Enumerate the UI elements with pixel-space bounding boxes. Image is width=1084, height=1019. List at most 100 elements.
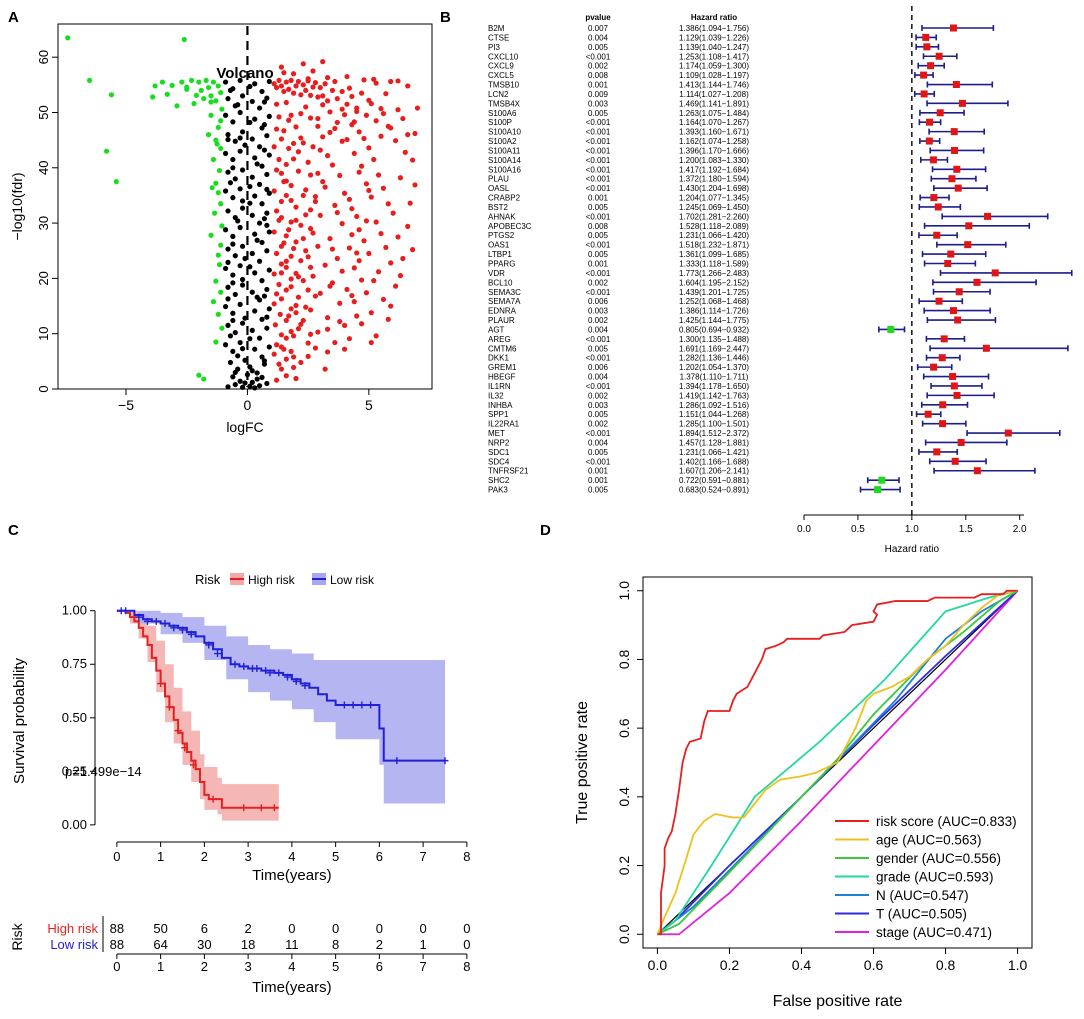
forest-gene: CTSE bbox=[488, 33, 509, 42]
volcano-point-down bbox=[196, 372, 202, 378]
volcano-point-up bbox=[327, 235, 333, 242]
volcano-point-ns bbox=[261, 293, 268, 299]
volcano-point-up bbox=[412, 130, 418, 137]
forest-pvalue: 0.003 bbox=[588, 307, 609, 316]
risk-table-cell: 2 bbox=[376, 937, 383, 952]
volcano-point-up bbox=[288, 284, 294, 290]
forest-plot: pvalue Hazard ratio B2M 0.007 1.386(1.094−1.… bbox=[488, 6, 1073, 555]
volcano-point-up bbox=[286, 145, 292, 152]
volcano-point-up bbox=[405, 223, 411, 230]
forest-hr-text: 1.528(1.118−2.089) bbox=[679, 222, 749, 231]
volcano-point-down bbox=[213, 339, 219, 345]
forest-xtick-label: 1.5 bbox=[959, 524, 973, 535]
volcano-point-up bbox=[375, 172, 382, 178]
volcano-point-up bbox=[290, 354, 297, 360]
volcano-point-up bbox=[281, 70, 287, 76]
forest-pvalue: <0.001 bbox=[586, 269, 611, 278]
forest-hr-text: 1.202(1.054−1.370) bbox=[679, 363, 749, 372]
km-censor-mark bbox=[253, 665, 261, 673]
forest-square bbox=[939, 401, 947, 409]
volcano-point-up bbox=[337, 318, 343, 325]
forest-pvalue: <0.001 bbox=[586, 52, 611, 61]
volcano-point-up bbox=[272, 322, 278, 328]
volcano-point-up bbox=[283, 99, 289, 106]
volcano-point-up bbox=[315, 115, 321, 122]
forest-square bbox=[935, 52, 943, 60]
volcano-point-down bbox=[209, 185, 215, 191]
risk-table-xtick-label: 8 bbox=[463, 959, 470, 974]
volcano-point-up bbox=[395, 234, 401, 240]
volcano-point-up bbox=[271, 188, 277, 194]
roc-legend-label: stage (AUC=0.471) bbox=[876, 925, 992, 940]
volcano-point-ns bbox=[259, 88, 265, 95]
volcano-ytick-label: 50 bbox=[36, 105, 51, 119]
volcano-point-up bbox=[380, 110, 387, 117]
km-censor-mark bbox=[174, 727, 182, 735]
forest-pvalue: <0.001 bbox=[586, 212, 611, 221]
forest-xtick-label: 1.0 bbox=[905, 524, 919, 535]
km-censor-mark bbox=[292, 677, 300, 685]
volcano-point-ns bbox=[264, 186, 270, 192]
volcano-ytick-label: 60 bbox=[36, 50, 51, 64]
volcano-point-up bbox=[305, 287, 311, 293]
roc-curve bbox=[657, 589, 1019, 936]
volcano-point-up bbox=[385, 316, 391, 322]
volcano-point-up bbox=[295, 294, 302, 300]
forest-hr-text: 0.722(0.591−0.881) bbox=[679, 476, 749, 485]
forest-hr-text: 1.245(1.069−1.450) bbox=[679, 203, 749, 212]
volcano-point-up bbox=[356, 258, 362, 264]
forest-square bbox=[878, 476, 886, 484]
forest-hr-text: 1.282(1.136−1.446) bbox=[679, 354, 749, 363]
volcano-point-up bbox=[320, 59, 326, 65]
volcano-point-down bbox=[188, 77, 195, 84]
forest-pvalue: <0.001 bbox=[586, 288, 611, 297]
volcano-point-up bbox=[298, 321, 304, 327]
volcano-point-down bbox=[218, 145, 224, 152]
forest-hr-text: 1.457(1.128−1.881) bbox=[679, 438, 749, 447]
forest-hr-text: 1.393(1.160−1.671) bbox=[679, 128, 749, 137]
forest-square bbox=[954, 316, 962, 324]
volcano-point-up bbox=[293, 217, 299, 223]
volcano-point-up bbox=[278, 83, 285, 89]
forest-hr-text: 0.683(0.524−0.891) bbox=[679, 486, 749, 495]
volcano-point-ns bbox=[222, 188, 229, 194]
forest-hr-text: 0.805(0.694−0.932) bbox=[679, 325, 749, 334]
panel-label-c: C bbox=[8, 522, 19, 539]
volcano-point-ns bbox=[252, 193, 258, 199]
volcano-point-up bbox=[409, 247, 416, 253]
km-censor-mark bbox=[187, 630, 195, 638]
forest-square bbox=[920, 71, 928, 79]
forest-square bbox=[887, 325, 895, 333]
volcano-point-down bbox=[86, 77, 93, 84]
volcano-point-ns bbox=[249, 98, 255, 105]
forest-hr-text: 1.702(1.281−2.260) bbox=[679, 212, 749, 221]
volcano-point-up bbox=[290, 333, 297, 339]
volcano-point-up bbox=[300, 61, 306, 67]
volcano-point-up bbox=[278, 344, 285, 350]
volcano-point-up bbox=[278, 243, 285, 249]
forest-gene: AHNAK bbox=[488, 212, 516, 221]
forest-gene: B2M bbox=[488, 24, 505, 33]
roc-xtick-label: 1.0 bbox=[1008, 957, 1028, 973]
volcano-point-up bbox=[295, 326, 302, 332]
volcano-point-down bbox=[205, 84, 212, 91]
volcano-point-ns bbox=[237, 186, 243, 192]
volcano-point-up bbox=[293, 239, 299, 245]
forest-gene: CMTM6 bbox=[488, 344, 517, 353]
volcano-title: Volcano bbox=[216, 65, 273, 82]
forest-hr-text: 1.394(1.178−1.650) bbox=[679, 382, 749, 391]
volcano-point-ns bbox=[252, 231, 258, 237]
km-xtick-label: 8 bbox=[463, 849, 470, 864]
forest-pvalue: 0.001 bbox=[588, 194, 609, 203]
forest-square bbox=[948, 175, 956, 183]
volcano-point-ns bbox=[256, 105, 263, 111]
forest-square bbox=[933, 448, 941, 456]
forest-hr-text: 1.425(1.144−1.775) bbox=[679, 316, 749, 325]
forest-gene: INHBA bbox=[488, 401, 513, 410]
risk-table-cell: 0 bbox=[376, 921, 383, 936]
volcano-point-down bbox=[103, 148, 110, 154]
volcano-point-up bbox=[317, 147, 323, 153]
volcano-point-ns bbox=[239, 282, 246, 288]
forest-gene: SEMA7A bbox=[488, 297, 521, 306]
forest-square bbox=[950, 128, 958, 136]
